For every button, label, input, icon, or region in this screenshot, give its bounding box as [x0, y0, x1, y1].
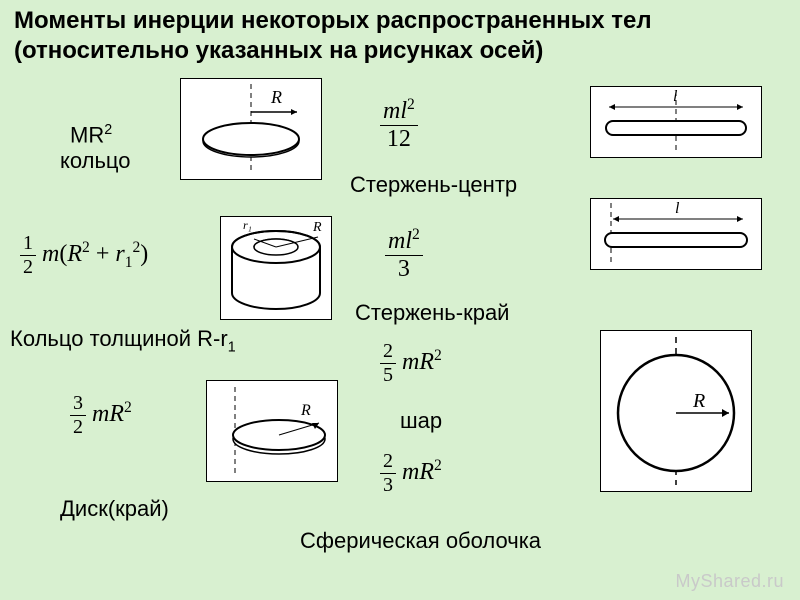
shell-formula: 23 mR2: [380, 450, 442, 497]
svg-text:R: R: [692, 390, 705, 412]
svg-text:R: R: [312, 220, 322, 235]
disk-edge-label: Диск(край): [60, 496, 169, 522]
shell-label: Сферическая оболочка: [300, 528, 541, 554]
ring-formula: MR2: [70, 122, 112, 148]
svg-text:l: l: [675, 200, 680, 217]
rod-edge-diagram: l: [590, 198, 762, 270]
thick-ring-formula: 12 m(R2 + r12): [20, 232, 148, 279]
thick-ring-diagram: r₁ R: [220, 216, 332, 320]
thick-ring-label: Кольцо толщиной R-r1: [10, 326, 236, 355]
sphere-formula: 25 mR2: [380, 340, 442, 387]
rod-edge-formula: ml2 3: [385, 226, 423, 283]
disk-edge-formula: 32 mR2: [70, 392, 132, 439]
svg-text:l: l: [673, 88, 678, 105]
ring-diagram: R: [180, 78, 322, 180]
svg-text:R: R: [300, 402, 311, 419]
rod-center-label: Стержень-центр: [350, 172, 517, 198]
page-title: Моменты инерции некоторых распространенн…: [14, 6, 774, 66]
svg-text:r₁: r₁: [243, 218, 252, 232]
sphere-diagram: R: [600, 330, 752, 492]
rod-center-diagram: l: [590, 86, 762, 158]
svg-text:R: R: [270, 87, 282, 107]
watermark: MyShared.ru: [675, 571, 784, 592]
ring-label: кольцо: [60, 148, 131, 174]
rod-edge-label: Стержень-край: [355, 300, 509, 326]
rod-center-formula: ml2 12: [380, 96, 418, 153]
sphere-label: шар: [400, 408, 442, 434]
disk-edge-diagram: R: [206, 380, 338, 482]
